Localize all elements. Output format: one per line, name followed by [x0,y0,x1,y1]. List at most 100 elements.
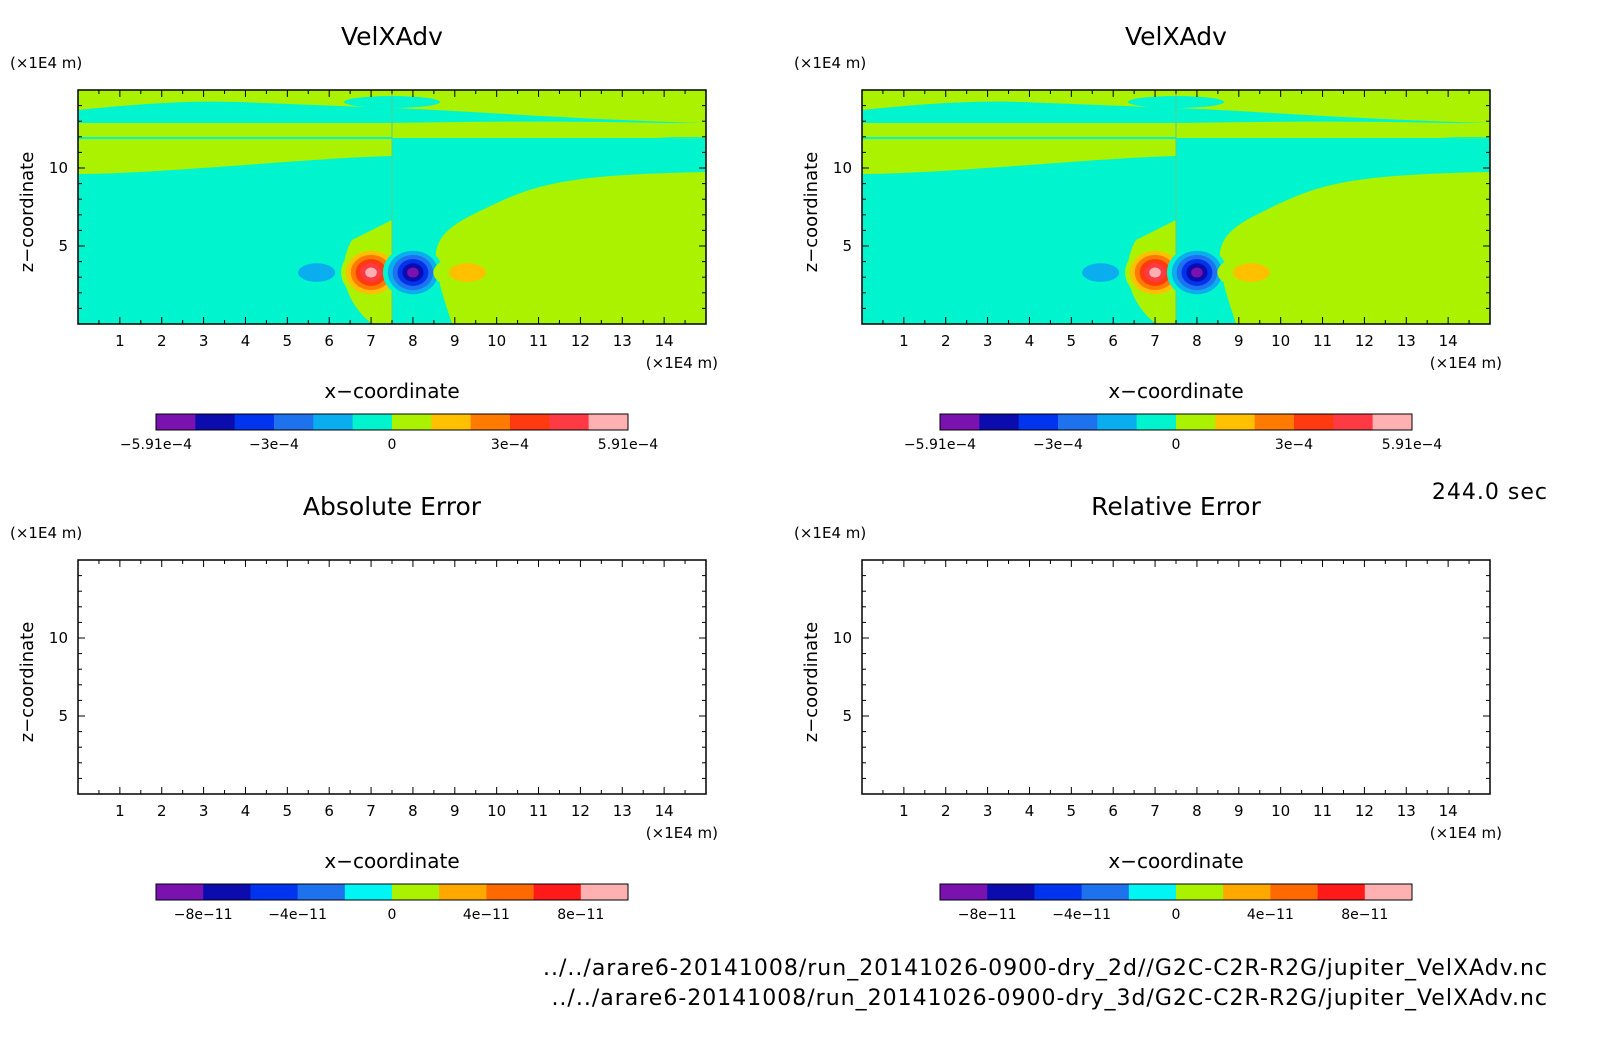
y-axis-label: z−coordinate [801,622,822,743]
colorbar-label: −3e−4 [249,437,299,453]
x-tick-label: 13 [613,802,632,820]
x-tick-label: 7 [1150,802,1160,820]
x-tick-label: 1 [899,802,909,820]
colorbar-swatch [352,414,393,430]
colorbar-swatch [987,884,1035,900]
colorbar-swatch [1058,414,1098,430]
colorbar-label: 0 [1172,437,1181,453]
colorbar-swatch [533,884,582,900]
colorbar-swatch [580,884,629,900]
x-axis-label: x−coordinate [324,379,459,403]
x-axis: 1 2 3 4 5 6 7 8 9 10 11 12 13 14 [882,90,1470,350]
x-tick-label: 11 [1313,332,1332,350]
x-tick-label: 5 [1067,332,1077,350]
x-unit-label: (×1E4 m) [646,354,718,372]
x-tick-label: 12 [1355,332,1374,350]
x-tick-label: 12 [1355,802,1374,820]
colorbar-swatch [486,884,535,900]
field-area [862,90,1490,324]
colorbar-swatch [1136,414,1177,430]
colorbar-label: −5.91e−4 [904,437,976,453]
colorbar-label: 5.91e−4 [1382,437,1443,453]
colorbar-swatch [1294,414,1334,430]
colorbar-swatch [234,414,275,430]
colorbar-label: 0 [388,907,397,923]
x-unit-label: (×1E4 m) [1430,354,1502,372]
y-axis: 5 10 [833,575,1490,779]
y-tick-label: 10 [49,159,68,177]
colorbar-swatch [1176,414,1216,430]
panel-2: VelXAdv(×1E4 m)1 2 3 4 5 6 7 8 9 10 11 12 13 14(×1E4 … [794,22,1502,453]
x-tick-label: 4 [1025,802,1035,820]
x-tick-label: 7 [366,332,376,350]
x-tick-label: 3 [199,802,209,820]
time-label: 244.0 sec [1431,480,1548,505]
x-axis-label: x−coordinate [324,849,459,873]
x-tick-label: 1 [115,332,125,350]
colorbar-label: −4e−11 [1052,907,1111,923]
colorbar-swatch [940,414,980,430]
x-tick-label: 6 [324,802,334,820]
y-unit-label: (×1E4 m) [794,54,866,72]
y-axis: 5 10 [49,105,706,309]
colorbar-swatch [203,884,251,900]
band-upper-left [862,123,1176,137]
x-tick-label: 13 [1397,802,1416,820]
plot-frame [861,559,1491,795]
y-tick-label: 5 [842,707,852,725]
y-unit-label: (×1E4 m) [10,524,82,542]
x-tick-label: 6 [324,332,334,350]
feature-2-ring [1149,267,1161,278]
feature-3-ring [1191,267,1203,278]
colorbar-swatch [250,884,299,900]
plot-frame [77,559,707,795]
panel-title: Absolute Error [303,492,482,521]
y-tick-label: 5 [58,707,68,725]
colorbar-swatch [1128,884,1177,900]
colorbar: −8e−11 −4e−11 0 4e−11 8e−11 [939,883,1413,923]
colorbar-label: −3e−4 [1033,437,1083,453]
colorbar-swatch [195,414,236,430]
x-tick-label: 1 [899,332,909,350]
x-tick-label: 8 [408,332,418,350]
colorbar-label: 3e−4 [491,437,529,453]
colorbar-swatch [549,414,590,430]
x-axis: 1 2 3 4 5 6 7 8 9 10 11 12 13 14 [882,560,1470,820]
x-tick-label: 10 [1271,332,1290,350]
y-unit-label: (×1E4 m) [10,54,82,72]
colorbar-swatch [1034,884,1083,900]
x-tick-label: 3 [199,332,209,350]
colorbar-swatch [1254,414,1295,430]
colorbar-swatch [297,884,346,900]
y-tick-label: 10 [49,629,68,647]
x-tick-label: 10 [487,802,506,820]
x-tick-label: 5 [1067,802,1077,820]
x-tick-label: 4 [1025,332,1035,350]
colorbar: −5.91e−4 −3e−4 0 3e−4 5.91e−4 [904,413,1443,453]
x-axis-label: x−coordinate [1108,849,1243,873]
x-tick-label: 6 [1108,802,1118,820]
wedge-left [78,174,362,324]
x-tick-label: 11 [529,802,548,820]
x-tick-label: 9 [1234,332,1244,350]
colorbar-frame [155,883,629,901]
x-unit-label: (×1E4 m) [646,824,718,842]
feature-1-ring [298,263,336,282]
feature-4-ring [448,263,486,282]
colorbar: −5.91e−4 −3e−4 0 3e−4 5.91e−4 [120,413,658,453]
colorbar-swatch [1223,884,1271,900]
panel-3: Absolute Error(×1E4 m)1 2 3 4 5 6 7 8 9 10 11 12 13 1… [10,492,718,923]
panel-title: Relative Error [1091,492,1261,521]
colorbar-swatch [1081,884,1130,900]
colorbar-swatch [510,414,550,430]
colorbar-label: 0 [388,437,397,453]
x-axis: 1 2 3 4 5 6 7 8 9 10 11 12 13 14 [98,560,686,820]
band-upper-left [78,123,392,137]
colorbar-swatch [431,414,472,430]
y-axis-label: z−coordinate [17,622,38,743]
x-tick-label: 2 [941,802,951,820]
x-tick-label: 14 [1439,332,1458,350]
file-path-2d: ../../arare6-20141008/run_20141026-0900-… [543,956,1548,981]
colorbar-frame [939,413,1413,431]
